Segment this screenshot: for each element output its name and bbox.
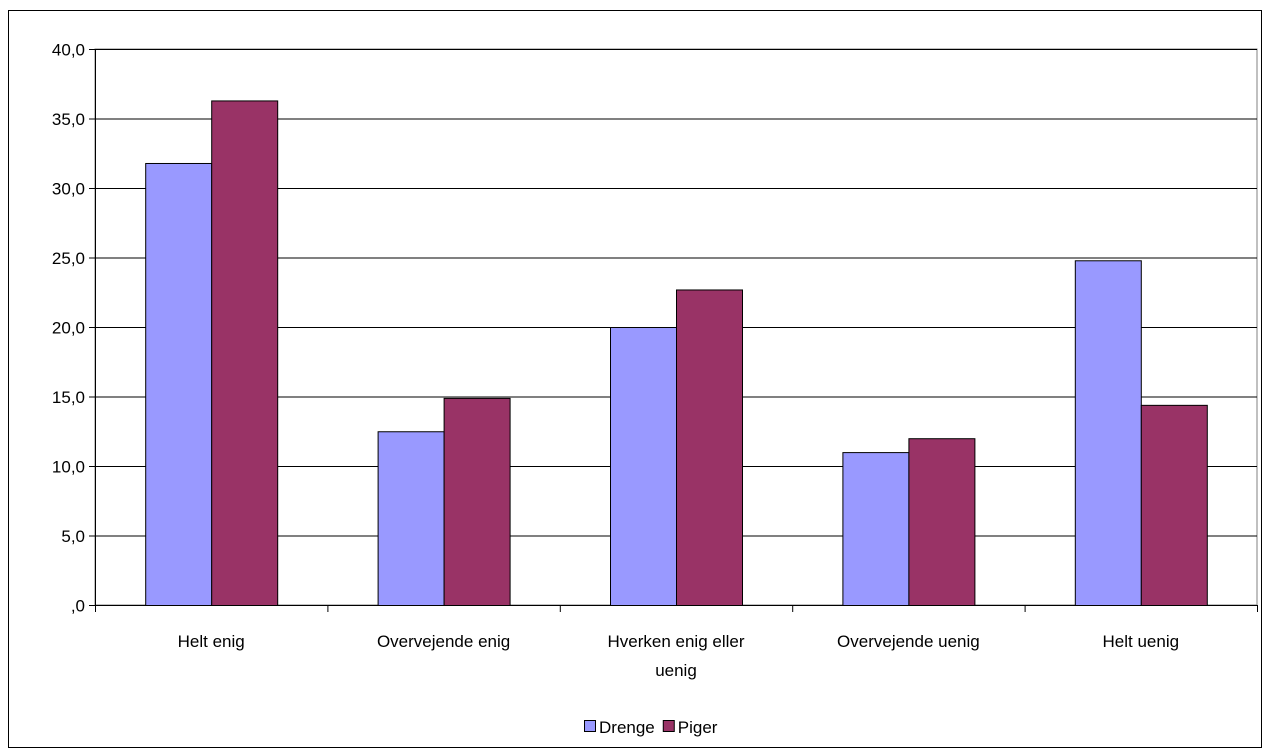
y-tick-label: 15,0 bbox=[52, 388, 85, 407]
bar-drenge-1 bbox=[377, 431, 445, 606]
x-category-label: Hverken enig eller uenig bbox=[607, 632, 744, 680]
x-category-label-line: Helt uenig bbox=[1103, 632, 1180, 651]
x-category-label: Helt uenig bbox=[1103, 632, 1180, 651]
bar-piger-0 bbox=[211, 100, 279, 607]
bar-piger-3 bbox=[908, 438, 976, 607]
legend-swatch-drenge bbox=[584, 720, 596, 732]
x-category-label-line: Overvejende uenig bbox=[837, 632, 980, 651]
bar-drenge-4 bbox=[1074, 260, 1142, 606]
legend-label-piger: Piger bbox=[678, 718, 718, 737]
x-category-label-line: Overvejende enig bbox=[377, 632, 510, 651]
x-category-label-line: Helt enig bbox=[178, 632, 245, 651]
y-tick-label: 40,0 bbox=[52, 41, 85, 60]
y-tick-label: 35,0 bbox=[52, 110, 85, 129]
x-category-label-line: Hverken enig eller bbox=[607, 632, 744, 651]
x-category-label-line: uenig bbox=[655, 661, 697, 680]
bar-piger-1 bbox=[443, 397, 511, 607]
x-category-label: Overvejende uenig bbox=[837, 632, 980, 651]
y-tick-label: 10,0 bbox=[52, 458, 85, 477]
y-tick-label: 30,0 bbox=[52, 180, 85, 199]
x-category-label: Overvejende enig bbox=[377, 632, 510, 651]
bar-drenge-2 bbox=[610, 327, 677, 606]
y-tick-label: 20,0 bbox=[52, 319, 85, 338]
bar-piger-4 bbox=[1140, 404, 1208, 606]
legend: Drenge Piger bbox=[584, 718, 718, 737]
legend-swatch-piger bbox=[662, 720, 675, 732]
bar-drenge-3 bbox=[842, 452, 910, 606]
x-category-label: Helt enig bbox=[178, 632, 245, 651]
bars bbox=[145, 100, 1208, 607]
bar-drenge-0 bbox=[145, 162, 213, 606]
y-tick-label: 25,0 bbox=[52, 249, 85, 268]
axes: ,0 5,0 10,0 15,0 20,0 25,0 30,0 35,0 40,0 Helt en… bbox=[52, 41, 1258, 680]
legend-label-drenge: Drenge bbox=[599, 718, 655, 737]
bar-piger-2 bbox=[676, 289, 743, 606]
y-tick-label: 5,0 bbox=[61, 527, 85, 546]
y-tick-label: ,0 bbox=[71, 597, 85, 616]
